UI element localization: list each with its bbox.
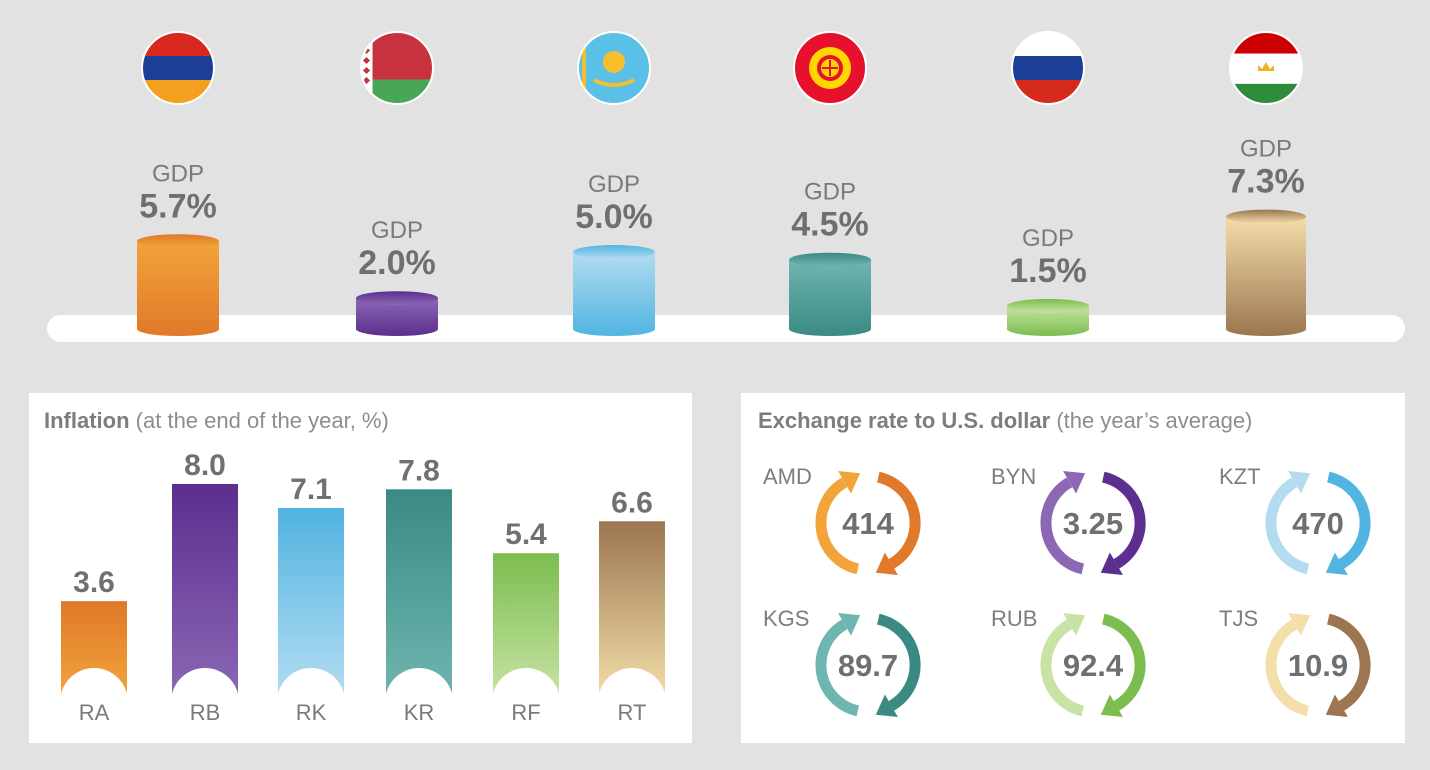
exchange-rate-value: 10.9 (1288, 648, 1348, 683)
exchange-item-amd: AMD 414 (763, 464, 921, 575)
inflation-bar-rb (172, 484, 238, 697)
inflation-category-label: RK (296, 700, 327, 725)
inflation-title-main: Inflation (44, 408, 130, 433)
gdp-bar-belarus (356, 291, 438, 336)
inflation-bar-rk (278, 507, 344, 698)
gdp-bar-armenia (137, 234, 219, 336)
exchange-item-kzt: KZT 470 (1219, 464, 1371, 575)
currency-code: KZT (1219, 464, 1261, 489)
exchange-title-main: Exchange rate to U.S. dollar (758, 408, 1051, 433)
gdp-caption: GDP (371, 217, 423, 244)
circular-arrows-icon (1265, 471, 1371, 575)
flag-kazakhstan-icon (577, 31, 651, 105)
currency-code: AMD (763, 464, 812, 489)
gdp-bar-kazakhstan (573, 245, 655, 336)
gdp-caption: GDP (1240, 136, 1292, 163)
flag-tajikistan-icon (1229, 31, 1303, 105)
gdp-caption: GDP (1022, 225, 1074, 252)
exchange-title: Exchange rate to U.S. dollar (the year’s… (758, 408, 1252, 434)
gdp-bar-kyrgyzstan (789, 252, 871, 336)
gdp-caption: GDP (152, 160, 204, 187)
exchange-rate-value: 470 (1292, 506, 1344, 541)
exchange-item-rub: RUB 92.4 (991, 606, 1146, 717)
circular-arrows-icon (815, 613, 921, 717)
flag-belarus-icon (360, 31, 434, 105)
inflation-category-label: RB (190, 700, 221, 725)
inflation-value-label: 6.6 (611, 486, 653, 519)
inflation-bar-rt (599, 521, 665, 697)
circular-arrows-icon (815, 471, 921, 575)
exchange-item-kgs: KGS 89.7 (763, 606, 921, 717)
gdp-value-label: 5.0% (575, 198, 653, 236)
flag-armenia-icon (141, 31, 215, 105)
inflation-value-label: 7.1 (290, 473, 332, 506)
inflation-value-label: 5.4 (505, 518, 547, 551)
gdp-caption: GDP (804, 179, 856, 206)
gdp-baseline-shelf (47, 315, 1405, 342)
inflation-value-label: 8.0 (184, 449, 226, 482)
inflation-title-sub: (at the end of the year, %) (135, 408, 389, 433)
inflation-category-label: RA (79, 700, 110, 725)
gdp-value-label: 5.7% (139, 187, 217, 225)
gdp-value-label: 4.5% (791, 206, 869, 244)
gdp-value-label: 1.5% (1009, 252, 1087, 290)
inflation-value-label: 7.8 (398, 454, 440, 487)
circular-arrows-icon (1040, 471, 1146, 575)
exchange-rate-value: 92.4 (1063, 648, 1124, 683)
currency-code: TJS (1219, 606, 1258, 631)
currency-code: RUB (991, 606, 1037, 631)
inflation-title: Inflation (at the end of the year, %) (44, 408, 389, 434)
inflation-bar-kr (386, 489, 452, 697)
exchange-item-byn: BYN 3.25 (991, 464, 1146, 575)
exchange-rate-value: 414 (842, 506, 894, 541)
inflation-bar-rf (493, 553, 559, 697)
exchange-rate-value: 3.25 (1063, 506, 1123, 541)
gdp-value-label: 7.3% (1227, 163, 1305, 201)
exchange-item-tjs: TJS 10.9 (1219, 606, 1371, 717)
exchange-rate-panel: Exchange rate to U.S. dollar (the year’s… (741, 393, 1405, 743)
inflation-chart: 3.6 RA 8.0 RB 7.1 RK 7.8 KR 5.4 RF 6.6 RT (61, 449, 665, 725)
flag-row (141, 31, 1303, 105)
circular-arrows-icon (1265, 613, 1371, 717)
inflation-category-label: KR (404, 700, 435, 725)
flag-kyrgyzstan-icon (793, 31, 867, 105)
exchange-rate-grid: AMD 414 BYN 3.25 KZT 470 KGS 89.7 RUB 92.4 TJS 10.9 (763, 464, 1371, 717)
inflation-category-label: RT (618, 700, 647, 725)
gdp-bar-russia (1007, 298, 1089, 336)
gdp-caption: GDP (588, 171, 640, 198)
gdp-value-label: 2.0% (358, 244, 436, 282)
inflation-bar-ra (61, 601, 127, 697)
inflation-panel: Inflation (at the end of the year, %) 3.… (29, 393, 692, 743)
inflation-category-label: RF (511, 700, 540, 725)
circular-arrows-icon (1040, 613, 1146, 717)
exchange-title-sub: (the year’s average) (1056, 408, 1253, 433)
currency-code: KGS (763, 606, 809, 631)
gdp-bar-tajikistan (1226, 209, 1306, 336)
exchange-rate-value: 89.7 (838, 648, 898, 683)
flag-russia-icon (1011, 31, 1085, 105)
currency-code: BYN (991, 464, 1036, 489)
inflation-value-label: 3.6 (73, 566, 115, 599)
